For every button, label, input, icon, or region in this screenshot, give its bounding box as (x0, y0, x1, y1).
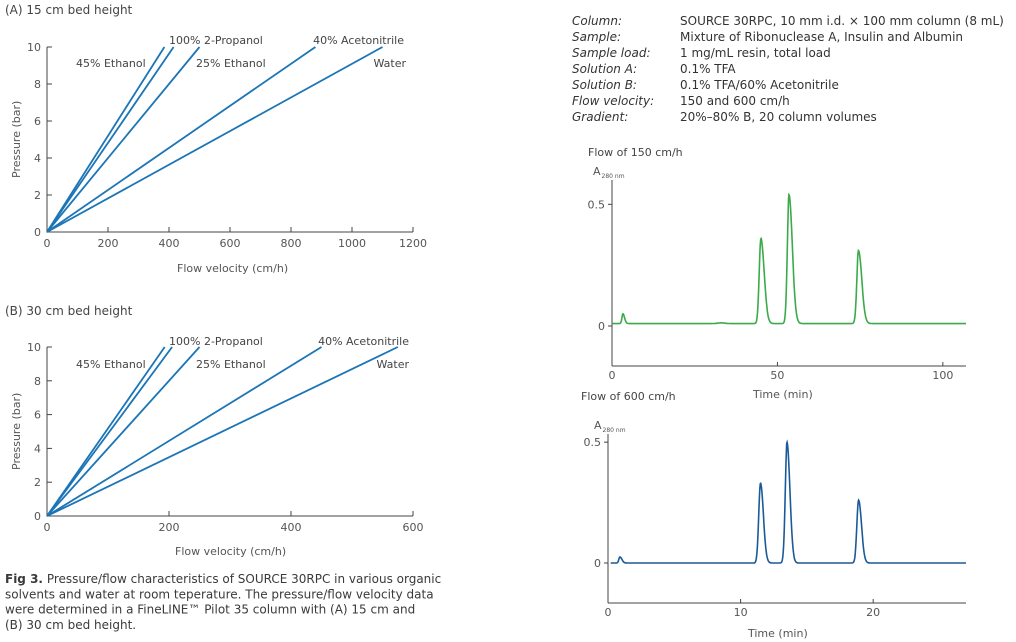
condition-value: Mixture of Ribonuclease A, Insulin and A… (680, 30, 963, 44)
series-label: Water (376, 358, 409, 371)
y-tick-label: 0.5 (588, 198, 606, 211)
x-tick-label: 600 (403, 521, 424, 534)
chart-title: (B) 30 cm bed height (5, 304, 133, 318)
condition-key: Sample load: (572, 46, 651, 60)
series-line (46, 346, 173, 517)
caption-bold: Fig 3. (5, 572, 43, 586)
x-tick-label: 400 (281, 521, 302, 534)
y-tick-label: 0 (594, 557, 601, 570)
series-label: 25% Ethanol (196, 358, 266, 371)
condition-value: 0.1% TFA/60% Acetonitrile (680, 78, 839, 92)
series-label: 100% 2-Propanol (169, 335, 263, 348)
y-tick-label: 0 (34, 510, 41, 523)
condition-key: Solution A: (572, 62, 637, 76)
condition-value: 150 and 600 cm/h (680, 94, 790, 108)
condition-value: 20%–80% B, 20 column volumes (680, 110, 877, 124)
caption-line: (B) 30 cm bed height. (5, 618, 136, 632)
chromatogram-150: Flow of 150 cm/h Time (min) 0 50 100 0 0.5 A2… (588, 146, 966, 401)
x-tick-label: 20 (866, 606, 880, 619)
series-line (46, 46, 166, 233)
x-axis-label: Flow velocity (cm/h) (177, 262, 288, 275)
y-tick-label: 4 (34, 442, 41, 455)
series-line (46, 346, 322, 517)
pressure-chart-15cm: (A) 15 cm bed height Flow velocity (cm/h… (5, 3, 427, 275)
series-line (46, 346, 166, 517)
condition-value: SOURCE 30RPC, 10 mm i.d. × 100 mm column… (680, 14, 1004, 28)
x-tick-label: 1000 (338, 237, 366, 250)
x-axis-label: Flow velocity (cm/h) (175, 545, 286, 558)
y-tick-label: 8 (34, 375, 41, 388)
condition-value: 1 mg/mL resin, total load (680, 46, 831, 60)
x-tick-label: 200 (159, 521, 180, 534)
x-tick-label: 0 (605, 606, 612, 619)
caption-line: solvents and water at room teperature. T… (5, 587, 434, 601)
x-tick-label: 0 (44, 237, 51, 250)
caption-line: were determined in a FineLINE™ Pilot 35 … (5, 603, 415, 617)
series-line (46, 46, 175, 233)
x-tick-label: 600 (220, 237, 241, 250)
series-line (46, 46, 316, 233)
condition-value: 0.1% TFA (680, 62, 736, 76)
x-tick-label: 100 (932, 369, 953, 382)
x-tick-label: 400 (159, 237, 180, 250)
x-tick-label: 1200 (399, 237, 427, 250)
series-label: 40% Acetonitrile (313, 34, 404, 47)
axes (46, 347, 413, 517)
y-axis-label: A280 nm (593, 165, 625, 180)
x-tick-label: 50 (770, 369, 784, 382)
y-tick-label: 0.5 (584, 436, 602, 449)
axes (46, 47, 413, 233)
series-label: Water (373, 57, 406, 70)
y-axis-label: Pressure (bar) (10, 101, 23, 178)
x-tick-label: 0 (609, 369, 616, 382)
pressure-chart-30cm: (B) 30 cm bed height Flow velocity (cm/h… (5, 304, 424, 558)
y-tick-label: 2 (34, 189, 41, 202)
absorbance-trace (612, 192, 966, 325)
x-axis-label: Time (min) (747, 627, 808, 640)
y-tick-label: 0 (598, 320, 605, 333)
y-tick-label: 8 (34, 78, 41, 91)
series-line (46, 46, 383, 233)
condition-key: Solution B: (572, 78, 637, 92)
x-tick-label: 0 (44, 521, 51, 534)
y-tick-label: 6 (34, 115, 41, 128)
caption-line: Fig 3. Pressure/flow characteristics of … (5, 572, 441, 586)
condition-key: Column: (572, 14, 622, 28)
caption-text: Pressure/flow characteristics of SOURCE … (43, 572, 441, 586)
condition-key: Flow velocity: (572, 94, 654, 108)
y-axis-label: A280 nm (594, 419, 626, 434)
series-label: 45% Ethanol (76, 358, 146, 371)
series-line (46, 346, 399, 517)
series-line (46, 46, 201, 233)
series-label: 40% Acetonitrile (318, 335, 409, 348)
figure-caption: Fig 3. Pressure/flow characteristics of … (5, 572, 441, 632)
y-axis-label: Pressure (bar) (10, 393, 23, 470)
series-label: 25% Ethanol (196, 57, 266, 70)
series-label: 45% Ethanol (76, 57, 146, 70)
y-tick-label: 10 (27, 341, 41, 354)
y-tick-label: 10 (27, 41, 41, 54)
y-tick-label: 6 (34, 409, 41, 422)
x-tick-label: 10 (734, 606, 748, 619)
chromatogram-600: Flow of 600 cm/h Time (min) 0 10 20 0 0.5 A28… (581, 390, 966, 640)
conditions-table: Column: SOURCE 30RPC, 10 mm i.d. × 100 mm… (572, 14, 1004, 124)
series-label: 100% 2-Propanol (169, 34, 263, 47)
y-tick-label: 2 (34, 476, 41, 489)
condition-key: Gradient: (572, 110, 628, 124)
chart-title: (A) 15 cm bed height (5, 3, 133, 17)
x-tick-label: 200 (98, 237, 119, 250)
chart-title: Flow of 600 cm/h (581, 390, 676, 403)
condition-key: Sample: (572, 30, 621, 44)
y-tick-label: 4 (34, 152, 41, 165)
y-tick-label: 0 (34, 226, 41, 239)
series-line (46, 346, 201, 517)
chart-title: Flow of 150 cm/h (588, 146, 683, 159)
x-tick-label: 800 (281, 237, 302, 250)
x-axis-label: Time (min) (752, 388, 813, 401)
absorbance-trace (610, 439, 966, 564)
